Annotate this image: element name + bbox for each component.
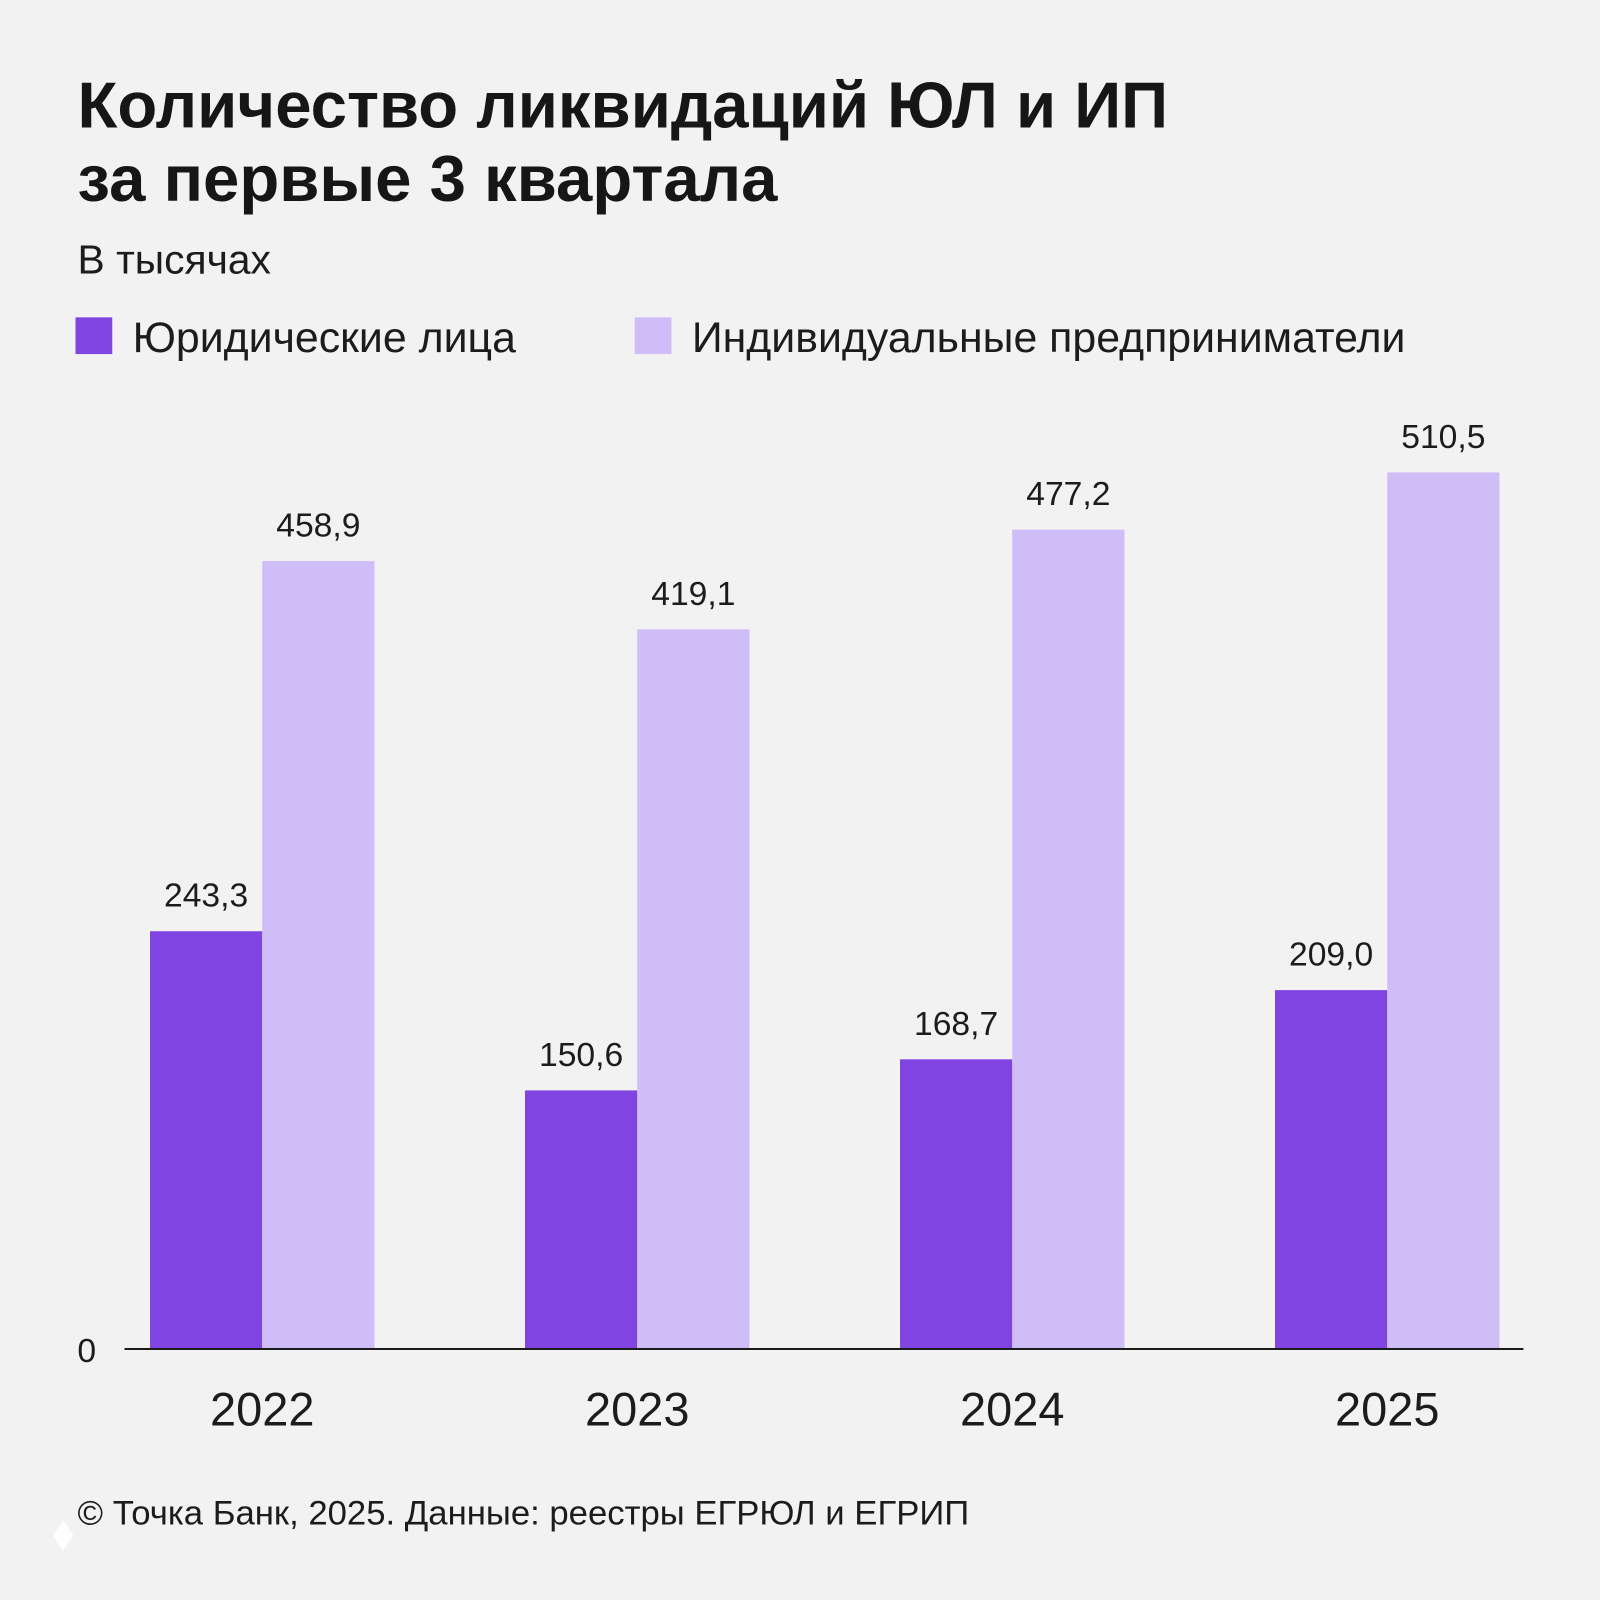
bar-2025-legal-entities	[1275, 990, 1388, 1349]
bar-2023-legal-entities	[525, 1090, 638, 1349]
y-tick-zero: 0	[77, 1333, 96, 1370]
bar-2023-entrepreneurs	[637, 629, 750, 1349]
bar-2024-legal-entities	[900, 1059, 1013, 1349]
x-tick-label-2023: 2023	[585, 1384, 689, 1436]
bars: 243,3 458,9 2022 150,6 419,1 2023 168,7 477,2 20…	[150, 419, 1500, 1436]
chart-title-line-2: за первые 3 квартала	[78, 142, 779, 215]
x-tick-label-2022: 2022	[210, 1384, 314, 1436]
footer-source: © Точка Банк, 2025. Данные: реестры ЕГРЮ…	[78, 1494, 970, 1532]
logo-icon	[53, 1520, 74, 1552]
data-label-2025-entrepreneurs: 510,5	[1401, 419, 1485, 456]
bar-2025-entrepreneurs	[1387, 472, 1500, 1349]
legend-swatch-entrepreneurs	[634, 317, 672, 355]
bar-2024-entrepreneurs	[1012, 529, 1125, 1349]
legend-label-entrepreneurs: Индивидуальные предприниматели	[692, 314, 1406, 362]
x-tick-label-2025: 2025	[1335, 1384, 1439, 1436]
data-label-2025-legal-entities: 209,0	[1289, 937, 1373, 974]
legend-swatch-legal-entities	[75, 317, 113, 355]
data-label-2023-legal-entities: 150,6	[539, 1037, 623, 1074]
chart-subtitle: В тысячах	[78, 236, 271, 282]
data-label-2022-legal-entities: 243,3	[164, 878, 248, 915]
chart-title-line-1: Количество ликвидаций ЮЛ и ИП	[78, 69, 1169, 142]
data-label-2022-entrepreneurs: 458,9	[276, 508, 360, 545]
data-label-2024-entrepreneurs: 477,2	[1026, 476, 1110, 513]
data-label-2024-legal-entities: 168,7	[914, 1006, 998, 1043]
legend-label-legal-entities: Юридические лица	[133, 314, 516, 362]
x-tick-label-2024: 2024	[960, 1384, 1064, 1436]
data-label-2023-entrepreneurs: 419,1	[651, 576, 735, 613]
bar-2022-legal-entities	[150, 931, 263, 1349]
bar-2022-entrepreneurs	[262, 561, 375, 1349]
